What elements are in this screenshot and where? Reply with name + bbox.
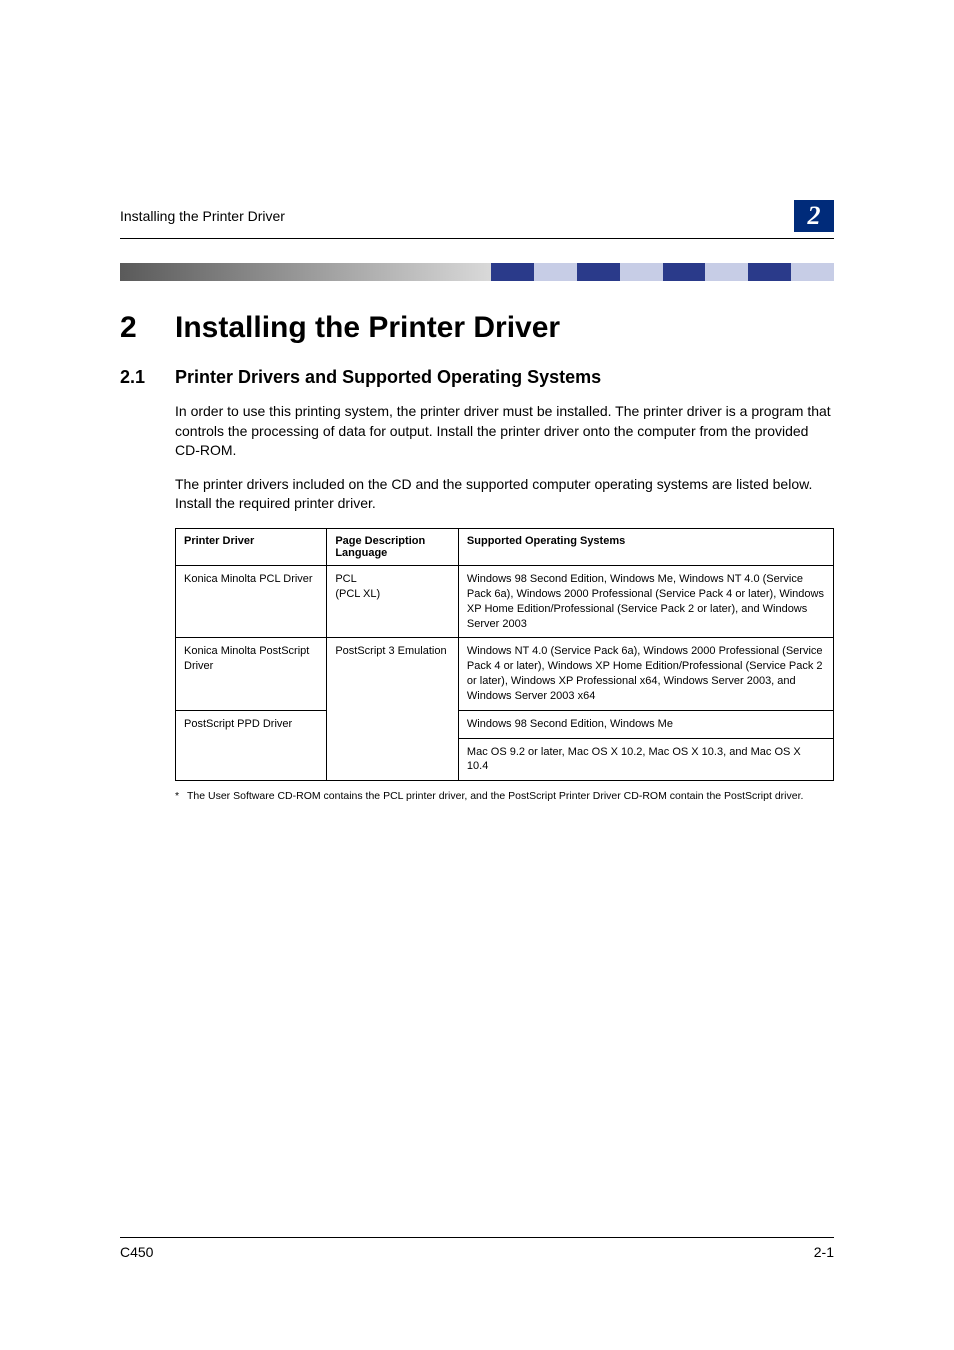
chapter-title-row: 2 Installing the Printer Driver [120, 311, 834, 345]
running-title: Installing the Printer Driver [120, 208, 285, 224]
bar-block [705, 263, 748, 281]
footnote-text: The User Software CD-ROM contains the PC… [187, 789, 803, 803]
paragraph: The printer drivers included on the CD a… [175, 475, 834, 514]
table-header: Page Description Language [327, 528, 459, 565]
bar-block [534, 263, 577, 281]
bar-block [791, 263, 834, 281]
page-content: Installing the Printer Driver 2 2 Instal… [0, 0, 954, 1350]
decorative-bar [120, 263, 834, 281]
table-row: PostScript PPD Driver Windows 98 Second … [176, 710, 834, 738]
bar-blocks [491, 263, 834, 281]
footnote: * The User Software CD-ROM contains the … [175, 789, 834, 803]
chapter-number: 2 [794, 200, 834, 232]
footnote-marker: * [175, 789, 187, 803]
table-cell: PCL (PCL XL) [327, 565, 459, 637]
table-cell: Konica Minolta PCL Driver [176, 565, 327, 637]
section-num: 2.1 [120, 367, 175, 388]
table-header: Printer Driver [176, 528, 327, 565]
bar-block [748, 263, 791, 281]
footer-row: C450 2-1 [120, 1244, 834, 1260]
table-cell: Windows 98 Second Edition, Windows Me, W… [458, 565, 833, 637]
table-cell: Windows NT 4.0 (Service Pack 6a), Window… [458, 638, 833, 710]
table-row: Konica Minolta PostScript Driver PostScr… [176, 638, 834, 710]
footer: C450 2-1 [120, 1237, 834, 1260]
bar-gradient [120, 263, 491, 281]
section-text: Printer Drivers and Supported Operating … [175, 367, 601, 388]
table-cell: PostScript PPD Driver [176, 710, 327, 781]
chapter-title-num: 2 [120, 311, 175, 345]
bar-block [663, 263, 706, 281]
table-cell: Konica Minolta PostScript Driver [176, 638, 327, 710]
footer-left: C450 [120, 1244, 153, 1260]
header-divider [120, 238, 834, 239]
bar-block [491, 263, 534, 281]
paragraph: In order to use this printing system, th… [175, 402, 834, 461]
driver-table: Printer Driver Page Description Language… [175, 528, 834, 781]
table-cell: PostScript 3 Emulation [327, 638, 459, 781]
footer-right: 2-1 [814, 1244, 834, 1260]
chapter-box: 2 [794, 200, 834, 232]
table-header: Supported Operating Systems [458, 528, 833, 565]
table-cell: Windows 98 Second Edition, Windows Me [458, 710, 833, 738]
table-cell: Mac OS 9.2 or later, Mac OS X 10.2, Mac … [458, 738, 833, 781]
bar-block [577, 263, 620, 281]
table-row: Konica Minolta PCL Driver PCL (PCL XL) W… [176, 565, 834, 637]
bar-block [620, 263, 663, 281]
table-header-row: Printer Driver Page Description Language… [176, 528, 834, 565]
header-row: Installing the Printer Driver 2 [120, 200, 834, 232]
section-title-row: 2.1 Printer Drivers and Supported Operat… [120, 367, 834, 388]
chapter-title-text: Installing the Printer Driver [175, 311, 560, 345]
footer-divider [120, 1237, 834, 1238]
